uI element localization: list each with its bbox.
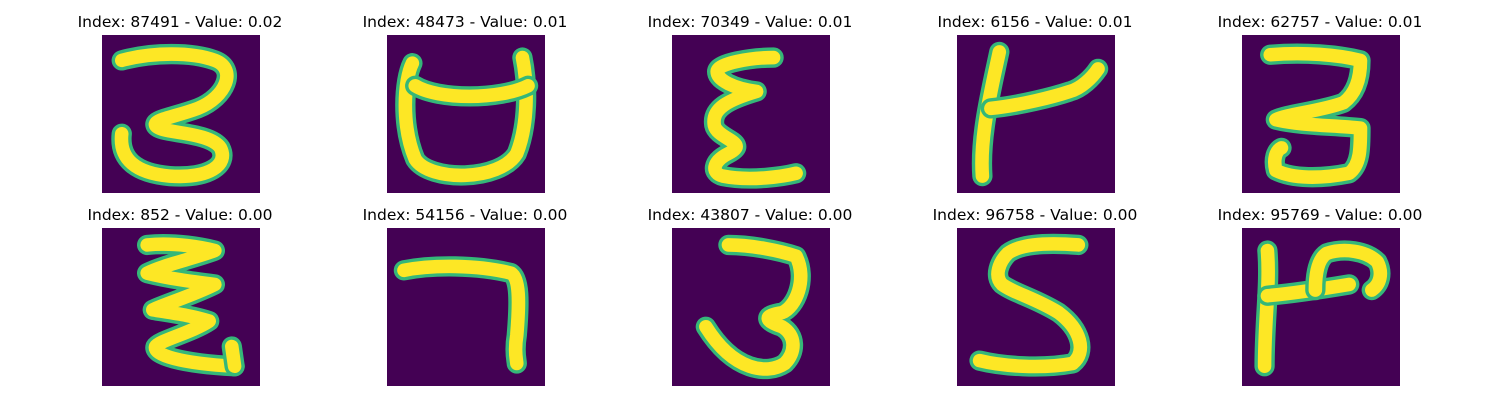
image-panel: Index: 852 - Value: 0.00 [60, 206, 300, 396]
digit-image [387, 228, 545, 386]
panel-title: Index: 70349 - Value: 0.01 [630, 13, 870, 31]
digit-image [672, 35, 830, 193]
panel-title: Index: 95769 - Value: 0.00 [1200, 206, 1440, 224]
image-panel: Index: 96758 - Value: 0.00 [915, 206, 1155, 396]
panel-title: Index: 62757 - Value: 0.01 [1200, 13, 1440, 31]
panel-title: Index: 54156 - Value: 0.00 [345, 206, 585, 224]
image-panel: Index: 95769 - Value: 0.00 [1200, 206, 1440, 396]
digit-image [1242, 228, 1400, 386]
stroke-core [1265, 251, 1269, 367]
digit-image [957, 228, 1115, 386]
image-panel: Index: 70349 - Value: 0.01 [630, 13, 870, 203]
image-panel: Index: 54156 - Value: 0.00 [345, 206, 585, 396]
digit-image [387, 35, 545, 193]
image-panel: Index: 6156 - Value: 0.01 [915, 13, 1155, 203]
digit-image [672, 228, 830, 386]
image-panel: Index: 48473 - Value: 0.01 [345, 13, 585, 203]
panel-title: Index: 852 - Value: 0.00 [60, 206, 300, 224]
panel-title: Index: 43807 - Value: 0.00 [630, 206, 870, 224]
digit-image [102, 228, 260, 386]
digit-image [1242, 35, 1400, 193]
image-panel: Index: 43807 - Value: 0.00 [630, 206, 870, 396]
panel-title: Index: 6156 - Value: 0.01 [915, 13, 1155, 31]
panel-title: Index: 48473 - Value: 0.01 [345, 13, 585, 31]
stroke-core [232, 347, 235, 367]
digit-image [102, 35, 260, 193]
image-panel: Index: 62757 - Value: 0.01 [1200, 13, 1440, 203]
digit-image [957, 35, 1115, 193]
image-panel: Index: 87491 - Value: 0.02 [60, 13, 300, 203]
panel-title: Index: 87491 - Value: 0.02 [60, 13, 300, 31]
panel-title: Index: 96758 - Value: 0.00 [915, 206, 1155, 224]
